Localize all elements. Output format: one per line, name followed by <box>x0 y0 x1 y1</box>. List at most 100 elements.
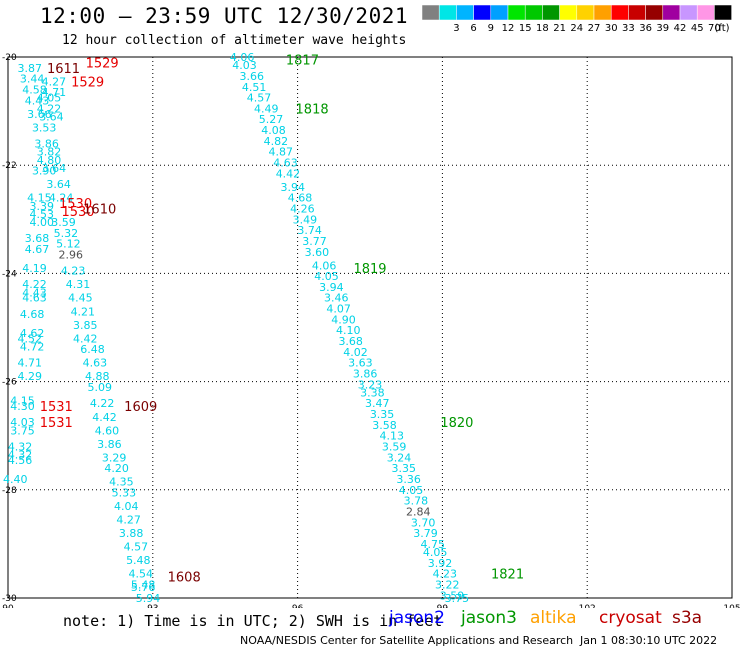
footer-credit: NOAA/NESDIS Center for Satellite Applica… <box>240 634 574 647</box>
swh-value-label: 3.44 <box>20 73 45 86</box>
swh-value-label: 4.22 <box>22 278 47 291</box>
map-title: 12:00 – 23:59 UTC 12/30/2021 <box>40 4 409 28</box>
legend-swatch <box>662 4 681 21</box>
swh-value-label: 3.59 <box>440 589 465 602</box>
swh-value-label: 4.40 <box>3 473 28 486</box>
altimeter-map: 3 6 9 12 15 18 21 24 27 30 33 36 39 42 45 70(ft) -20-22… <box>2 4 740 608</box>
swh-value-label: 3.86 <box>97 438 122 451</box>
swh-value-label: 3.58 <box>372 419 397 432</box>
swh-value-label: 4.31 <box>66 278 91 291</box>
latitude-tick-label: -26 <box>2 378 17 388</box>
legend-swatch <box>559 4 578 21</box>
swh-value-label: 3.75 <box>445 592 470 605</box>
longitude-tick-label: 93 <box>147 604 158 608</box>
pass-time-label: 1530 <box>61 205 94 220</box>
swh-value-label: 3.29 <box>102 451 127 464</box>
swh-value-label: 4.57 <box>247 92 272 105</box>
legend-swatch <box>593 4 612 21</box>
legend-tick-label: 21 <box>553 23 566 34</box>
swh-value-label: 3.22 <box>435 578 460 591</box>
swh-value-label: 4.67 <box>25 243 50 256</box>
swh-value-label: 4.00 <box>30 216 55 229</box>
swh-value-label: 4.49 <box>254 102 279 115</box>
swh-value-label: 4.27 <box>116 514 141 527</box>
swh-value-label: 4.02 <box>343 346 368 359</box>
swh-value-label: 5.48 <box>126 554 151 567</box>
footer-timestamp: Jan 1 08:30:10 UTC 2022 <box>580 634 718 647</box>
notes-bar: note: 1) Time is in UTC; 2) SWH is in fe… <box>0 608 740 634</box>
swh-value-label: 3.86 <box>353 367 378 380</box>
swh-value-label: 3.92 <box>428 557 453 570</box>
pass-time-label: 1529 <box>86 56 119 71</box>
swh-value-label: 4.68 <box>288 192 313 205</box>
swh-value-label: 4.15 <box>10 395 35 408</box>
swh-value-label: 3.68 <box>25 232 50 245</box>
swh-value-label: 4.71 <box>17 357 42 370</box>
map-subtitle: 12 hour collection of altimeter wave hei… <box>62 33 407 48</box>
pass-time-label: 1531 <box>40 400 73 415</box>
legend-tick-label: 39 <box>656 23 669 34</box>
latitude-tick-label: -22 <box>2 161 17 171</box>
legend-tick-label: 9 <box>488 23 494 34</box>
swh-value-label: 3.23 <box>358 378 383 391</box>
pass-time-label: 1530 <box>59 197 92 212</box>
longitude-tick-label: 105 <box>723 604 740 608</box>
swh-value-label: 2.96 <box>58 248 83 261</box>
color-scale-legend: 3 6 9 12 15 18 21 24 27 30 33 36 39 42 45 70(ft) <box>421 4 732 34</box>
legend-swatch <box>645 4 664 21</box>
legend-swatch <box>542 4 560 21</box>
swh-value-label: 3.59 <box>51 216 76 229</box>
swh-value-label: 3.70 <box>411 516 436 529</box>
swh-value-label: 3.86 <box>34 138 59 151</box>
map-grid <box>7 56 733 599</box>
latitude-tick-label: -20 <box>2 53 17 63</box>
longitude-tick-label: 96 <box>292 604 304 608</box>
swh-value-label: 4.04 <box>114 500 139 513</box>
legend-swatch <box>628 4 646 21</box>
legend-tick-label: 36 <box>639 23 652 34</box>
swh-value-label: 3.46 <box>324 292 349 305</box>
pass-time-label: 1819 <box>353 262 386 277</box>
swh-value-label: 4.05 <box>399 484 424 497</box>
legend-tick-label: 18 <box>536 23 549 34</box>
swh-value-label: 4.13 <box>379 430 404 443</box>
latitude-tick-label: -24 <box>2 269 17 279</box>
legend-swatch <box>490 4 509 21</box>
longitude-tick-label: 99 <box>437 604 449 608</box>
legend-swatch <box>524 4 543 21</box>
swh-value-label: 3.35 <box>392 462 417 475</box>
swh-value-label: 4.62 <box>20 327 45 340</box>
swh-value-label: 3.77 <box>302 235 327 248</box>
legend-swatch <box>714 4 732 21</box>
swh-value-label: 3.38 <box>360 386 385 399</box>
swh-value-label: 3.94 <box>319 281 344 294</box>
latitude-tick-label: -28 <box>2 486 17 496</box>
swh-value-label: 4.52 <box>17 332 42 345</box>
longitude-tick-label: 102 <box>579 604 596 608</box>
swh-value-label: 4.60 <box>95 424 120 437</box>
swh-value-label: 3.64 <box>46 178 71 191</box>
swh-value-label: 4.63 <box>273 156 298 169</box>
swh-value-label: 4.72 <box>20 340 45 353</box>
legend-swatch <box>576 4 595 21</box>
legend-tick-label: 70 <box>708 23 721 34</box>
swh-value-label: 4.35 <box>109 476 134 489</box>
swh-value-label: 4.42 <box>73 332 98 345</box>
axis-tick-labels: -20 -22 -24 -26 -28 -3090 93 96 99 102 105 <box>2 53 740 608</box>
swh-value-label: 3.79 <box>413 527 438 540</box>
swh-value-label: 2.84 <box>406 505 431 518</box>
swh-value-label: 4.68 <box>20 308 45 321</box>
swh-value-label: 4.63 <box>83 357 108 370</box>
legend-swatch <box>610 4 629 21</box>
swh-value-label: 3.24 <box>387 451 412 464</box>
swh-value-label: 5.94 <box>136 592 161 605</box>
satellite-jason3-label: jason3 <box>461 608 517 628</box>
swh-value-label: 4.63 <box>22 292 47 305</box>
swh-value-label: 3.36 <box>396 473 421 486</box>
swh-value-label: 4.51 <box>242 81 267 94</box>
swh-value-label: 3.75 <box>10 424 35 437</box>
swh-value-label: 4.82 <box>264 135 289 148</box>
pass-time-label: 1609 <box>124 400 157 415</box>
legend-tick-label: 27 <box>588 23 601 34</box>
